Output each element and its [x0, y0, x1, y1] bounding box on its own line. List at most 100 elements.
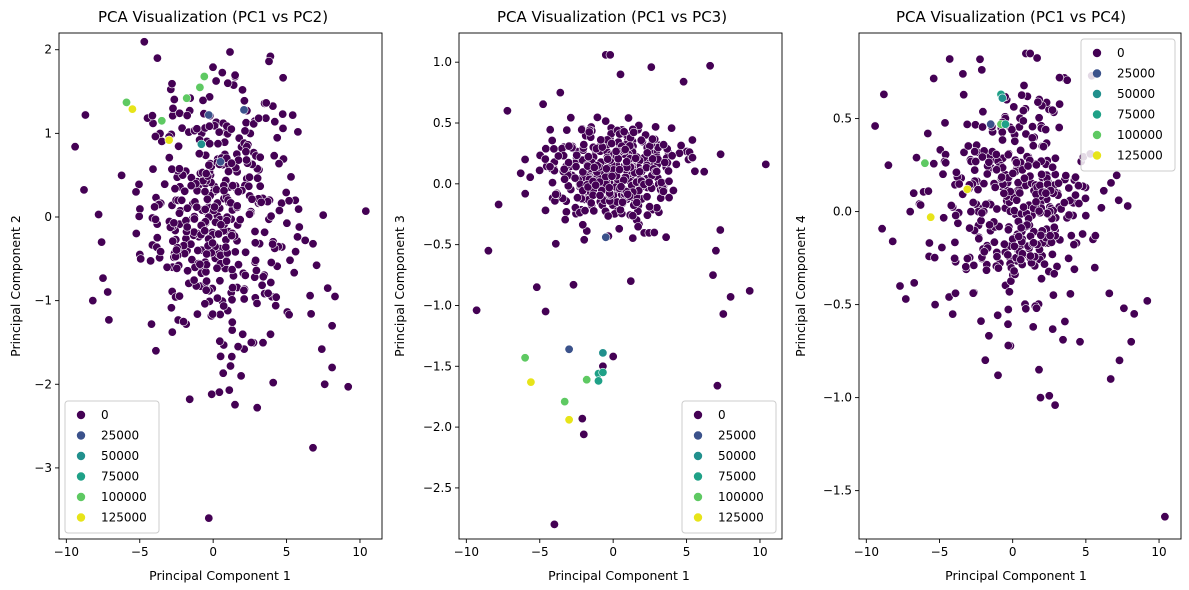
data-point	[879, 89, 889, 99]
data-point	[219, 186, 229, 196]
data-point	[175, 291, 185, 301]
data-point	[167, 164, 177, 174]
data-point	[215, 276, 225, 286]
data-point	[644, 177, 654, 187]
legend-label: 125000	[101, 511, 147, 525]
data-point	[605, 50, 615, 60]
data-point	[929, 74, 939, 84]
data-point	[1059, 198, 1069, 208]
data-point	[223, 78, 233, 88]
y-tick-label: −2.5	[423, 481, 452, 495]
data-point	[228, 283, 238, 293]
data-point	[1096, 203, 1106, 213]
x-tick-label: 0	[609, 545, 617, 559]
data-point	[278, 123, 288, 133]
data-point	[177, 195, 187, 205]
data-point	[601, 164, 611, 174]
data-point	[1034, 206, 1044, 216]
legend-label: 125000	[718, 511, 764, 525]
data-point	[180, 186, 190, 196]
data-point	[1062, 75, 1072, 85]
data-point	[200, 187, 210, 197]
data-point-hue-125000	[962, 184, 972, 194]
data-point	[989, 237, 999, 247]
data-point	[242, 155, 252, 165]
data-point	[961, 262, 971, 272]
data-point	[255, 152, 265, 162]
data-point	[667, 151, 677, 161]
data-point	[564, 158, 574, 168]
data-point	[938, 169, 948, 179]
data-point	[551, 189, 561, 199]
data-point	[939, 213, 949, 223]
legend-label: 50000	[718, 449, 756, 463]
data-point	[1023, 161, 1033, 171]
legend-label: 75000	[101, 470, 139, 484]
data-point	[147, 111, 157, 121]
legend-marker	[693, 431, 703, 440]
data-point	[1037, 274, 1047, 284]
data-point	[202, 249, 212, 259]
data-point	[547, 178, 557, 188]
data-point	[992, 252, 1002, 262]
data-point	[1009, 241, 1019, 251]
data-point	[1099, 186, 1109, 196]
data-point	[80, 110, 90, 120]
x-tick-label: 5	[1082, 545, 1090, 559]
legend-marker	[76, 431, 86, 440]
data-point	[553, 151, 563, 161]
data-point	[1016, 255, 1026, 265]
data-point	[603, 154, 613, 164]
data-point	[577, 125, 587, 135]
data-point	[535, 165, 545, 175]
data-point-hue-125000	[526, 377, 536, 387]
data-point	[981, 265, 991, 275]
data-point	[968, 288, 978, 298]
data-point	[520, 189, 530, 199]
data-point	[162, 262, 172, 272]
x-tick-label: −10	[54, 545, 79, 559]
data-point	[239, 294, 249, 304]
data-point	[151, 214, 161, 224]
data-point	[194, 149, 204, 159]
data-point	[615, 69, 625, 79]
data-point	[997, 172, 1007, 182]
data-point	[877, 224, 887, 234]
data-point-hue-100000	[582, 375, 592, 385]
data-point	[230, 70, 240, 80]
data-point	[761, 159, 771, 169]
data-point	[104, 315, 114, 325]
data-point	[971, 157, 981, 167]
data-point	[174, 164, 184, 174]
data-point	[250, 238, 260, 248]
data-point	[954, 179, 964, 189]
data-point	[235, 215, 245, 225]
data-point	[580, 206, 590, 216]
data-point	[993, 263, 1003, 273]
data-point	[1078, 229, 1088, 239]
data-point	[200, 226, 210, 236]
data-point	[930, 253, 940, 263]
data-point	[953, 218, 963, 228]
data-point	[1048, 290, 1058, 300]
data-point	[227, 265, 237, 275]
data-point	[211, 76, 221, 86]
data-point	[619, 127, 629, 137]
data-point	[579, 140, 589, 150]
data-point	[958, 69, 968, 79]
data-point	[623, 113, 633, 123]
data-point	[195, 259, 205, 269]
y-tick-label: 0.5	[833, 112, 852, 126]
data-point	[289, 268, 299, 278]
data-point	[992, 165, 1002, 175]
data-point	[343, 382, 353, 392]
data-point	[661, 232, 671, 242]
data-point	[246, 337, 256, 347]
legend-label: 100000	[1117, 128, 1163, 142]
data-point	[227, 352, 237, 362]
x-tick-label: −5	[531, 545, 549, 559]
data-point	[1069, 264, 1079, 274]
data-point	[671, 159, 681, 169]
data-point	[1032, 303, 1042, 313]
data-point	[992, 204, 1002, 214]
